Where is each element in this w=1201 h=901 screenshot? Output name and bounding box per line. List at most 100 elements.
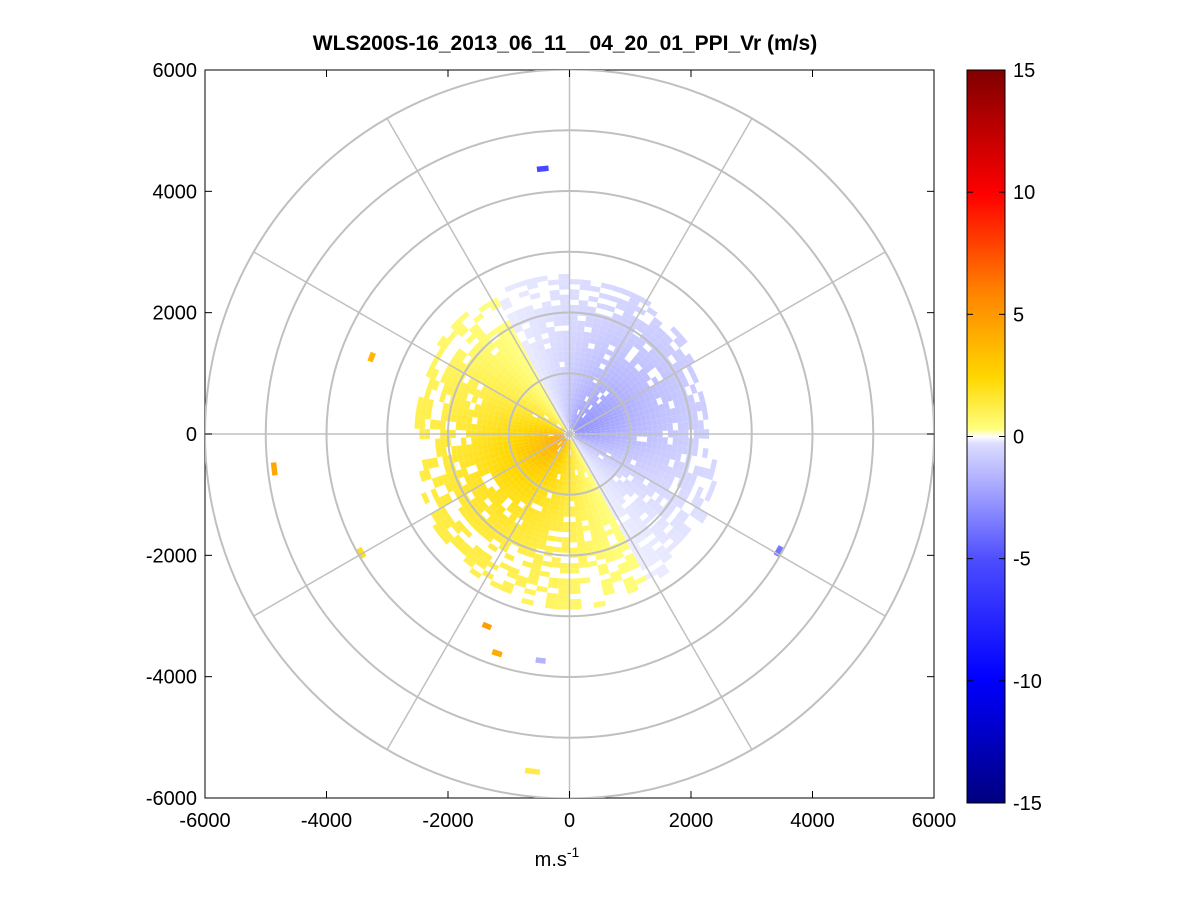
range-gate (557, 346, 564, 352)
range-gate (522, 408, 529, 414)
range-gate (569, 304, 579, 311)
range-gate (535, 385, 542, 392)
range-gate (584, 540, 594, 547)
range-gate (600, 437, 606, 441)
range-gate (567, 439, 569, 445)
range-gate (529, 341, 538, 349)
range-gate (657, 548, 670, 560)
range-gate (684, 472, 693, 483)
range-gate (270, 462, 278, 476)
range-gate (435, 447, 443, 458)
range-gate (561, 398, 566, 404)
range-gate (689, 473, 698, 485)
range-gate (571, 444, 574, 450)
range-gate (611, 411, 618, 417)
range-gate (580, 418, 586, 424)
range-gate (420, 492, 430, 505)
range-gate (558, 279, 570, 285)
range-gate (569, 382, 574, 388)
range-gate (461, 415, 468, 424)
range-gate (454, 534, 466, 546)
range-gate (529, 292, 541, 300)
range-gate (644, 465, 652, 473)
range-gate (459, 381, 468, 392)
range-gate (571, 418, 573, 424)
range-gate (646, 361, 656, 371)
range-gate (491, 368, 501, 377)
range-gate (609, 382, 617, 390)
range-gate (553, 431, 559, 433)
range-gate (517, 425, 524, 430)
range-gate (565, 439, 568, 445)
range-gate (526, 372, 534, 380)
range-gate (573, 366, 579, 373)
range-gate (573, 419, 577, 425)
range-gate (459, 398, 467, 408)
range-gate (579, 430, 586, 433)
range-gate (556, 521, 564, 527)
range-gate (576, 453, 581, 459)
range-gate (676, 445, 683, 454)
range-gate (500, 492, 509, 501)
range-gate (562, 335, 570, 342)
range-gate (492, 415, 500, 422)
range-gate (529, 454, 535, 461)
range-gate (516, 547, 527, 556)
range-gate (426, 377, 436, 390)
range-gate (542, 359, 550, 366)
range-gate (558, 453, 563, 459)
range-gate (693, 508, 704, 521)
range-gate (561, 426, 566, 431)
range-gate (506, 354, 515, 363)
range-gate (572, 444, 575, 450)
range-gate (600, 402, 607, 409)
range-gate (629, 501, 638, 510)
range-gate (563, 351, 570, 357)
range-gate (670, 452, 677, 461)
range-gate (543, 434, 549, 437)
range-gate (651, 442, 658, 450)
range-gate (576, 458, 581, 464)
range-gate (592, 538, 601, 546)
range-gate (604, 423, 611, 428)
range-gate (435, 438, 441, 448)
range-gate (681, 480, 690, 491)
range-gate (586, 492, 593, 499)
range-gate (595, 413, 602, 419)
range-gate (487, 447, 494, 454)
range-gate (550, 415, 555, 420)
range-gate (636, 426, 643, 432)
range-gate (539, 533, 548, 541)
range-gate (569, 279, 581, 285)
range-gate (554, 362, 561, 369)
range-gate (634, 416, 641, 423)
range-gate (584, 503, 591, 510)
range-gate (499, 561, 511, 571)
range-gate (626, 557, 638, 567)
range-gate (579, 468, 584, 474)
range-gate (675, 389, 683, 399)
range-gate (492, 446, 500, 453)
range-gate (653, 405, 660, 413)
range-gate (540, 365, 547, 373)
range-gate (615, 302, 627, 312)
range-gate (555, 336, 563, 342)
range-gate (579, 284, 591, 291)
range-gate (608, 465, 615, 473)
range-gate (626, 585, 639, 595)
range-gate (460, 437, 467, 446)
range-gate (596, 493, 604, 501)
range-gate (467, 451, 474, 459)
range-gate (611, 334, 621, 343)
y-tick-label: 6000 (153, 60, 198, 82)
range-gate (598, 292, 610, 300)
range-gate (595, 449, 602, 455)
range-gate (561, 542, 570, 548)
range-gate (555, 478, 560, 485)
range-gate (579, 383, 584, 390)
range-gate (677, 369, 686, 380)
range-gate (546, 404, 552, 411)
y-tick-label: -6000 (146, 788, 197, 810)
range-gate (586, 513, 594, 520)
range-gate (538, 438, 545, 442)
